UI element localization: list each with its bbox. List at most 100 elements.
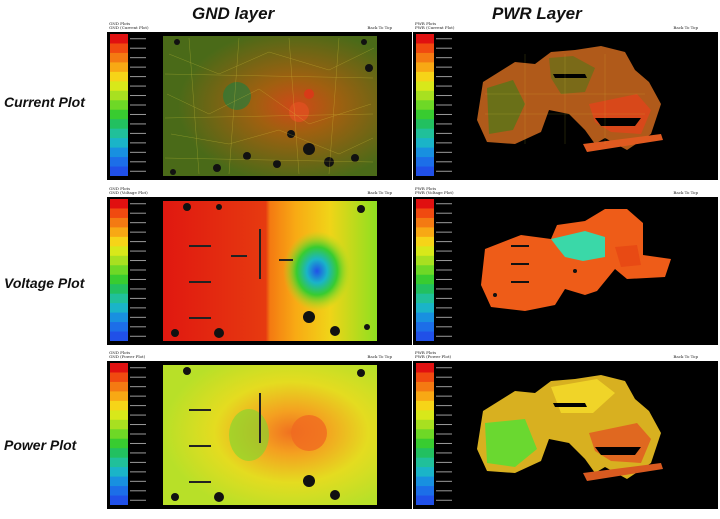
scale-tick xyxy=(436,386,452,388)
plot-area xyxy=(413,361,718,509)
scale-swatch xyxy=(110,467,128,478)
scale-tick xyxy=(130,170,146,172)
scale-tick xyxy=(130,142,146,144)
gnd-voltage-panel: GND Plots GND (Voltage Plot) Back To Top xyxy=(107,186,412,345)
scale-tick xyxy=(130,203,146,205)
scale-tick xyxy=(436,231,452,233)
scale-tick xyxy=(436,424,452,426)
scale-tick xyxy=(436,142,452,144)
gnd-power-panel: GND Plots GND (Power Plot) Back To Top xyxy=(107,350,412,509)
scale-swatch xyxy=(110,284,128,295)
scale-swatch xyxy=(416,363,434,373)
panel-subtitle: PWR (Power Plot) xyxy=(415,354,452,359)
back-to-top-link[interactable]: Back To Top xyxy=(673,190,698,195)
scale-swatch xyxy=(416,199,434,209)
scale-swatch xyxy=(416,208,434,219)
scale-tick xyxy=(436,76,452,78)
scale-swatch xyxy=(416,100,434,111)
scale-tick xyxy=(130,442,146,444)
scale-swatch xyxy=(416,284,434,295)
scale-swatch xyxy=(110,119,128,130)
scale-swatch xyxy=(110,312,128,323)
pwr-current-map xyxy=(477,46,663,152)
scale-swatch xyxy=(416,34,434,44)
scale-tick xyxy=(436,499,452,501)
scale-tick xyxy=(436,113,452,115)
scale-tick xyxy=(436,85,452,87)
scale-swatch xyxy=(416,227,434,238)
scale-swatch xyxy=(110,476,128,487)
scale-swatch xyxy=(110,322,128,333)
scale-swatch xyxy=(110,419,128,430)
scale-tick xyxy=(130,297,146,299)
scale-tick xyxy=(436,269,452,271)
color-scale xyxy=(416,199,434,341)
scale-swatch xyxy=(416,495,434,505)
scale-tick xyxy=(130,433,146,435)
scale-tick xyxy=(436,367,452,369)
panel-title: PWR Plots xyxy=(415,350,437,355)
column-title-pwr: PWR Layer xyxy=(492,4,582,23)
scale-swatch xyxy=(110,109,128,120)
back-to-top-link[interactable]: Back To Top xyxy=(673,354,698,359)
scale-swatch xyxy=(416,303,434,314)
back-to-top-link[interactable]: Back To Top xyxy=(673,25,698,30)
scale-tick xyxy=(130,452,146,454)
scale-swatch xyxy=(416,274,434,285)
color-scale xyxy=(110,363,128,505)
scale-tick xyxy=(436,95,452,97)
plot-area xyxy=(107,32,412,180)
scale-tick xyxy=(436,151,452,153)
scale-tick xyxy=(130,132,146,134)
panel-subtitle: GND (Voltage Plot) xyxy=(109,190,148,195)
back-to-top-link[interactable]: Back To Top xyxy=(367,25,392,30)
scale-tick xyxy=(130,57,146,59)
panel-subtitle: PWR (Voltage Plot) xyxy=(415,190,454,195)
scale-tick xyxy=(436,297,452,299)
scale-tick xyxy=(130,250,146,252)
scale-swatch xyxy=(416,128,434,139)
scale-tick xyxy=(130,269,146,271)
scale-tick xyxy=(436,57,452,59)
panel-subtitle: PWR (Current Plot) xyxy=(415,25,455,30)
scale-swatch xyxy=(416,265,434,276)
scale-swatch xyxy=(110,34,128,44)
scale-tick xyxy=(436,260,452,262)
scale-swatch xyxy=(110,246,128,257)
scale-tick xyxy=(130,424,146,426)
scale-tick xyxy=(436,414,452,416)
scale-swatch xyxy=(416,138,434,149)
scale-swatch xyxy=(416,119,434,130)
scale-tick xyxy=(436,241,452,243)
scale-tick xyxy=(130,123,146,125)
scale-tick xyxy=(436,433,452,435)
pwr-current-panel: PWR Plots PWR (Current Plot) Back To Top xyxy=(413,21,718,180)
scale-swatch xyxy=(110,410,128,421)
scale-tick xyxy=(436,326,452,328)
scale-tick xyxy=(436,278,452,280)
scale-swatch xyxy=(416,476,434,487)
scale-swatch xyxy=(416,52,434,63)
scale-tick xyxy=(130,405,146,407)
scale-tick xyxy=(130,335,146,337)
scale-swatch xyxy=(416,43,434,54)
scale-tick xyxy=(436,442,452,444)
plot-area xyxy=(413,197,718,345)
scale-tick xyxy=(130,395,146,397)
scale-tick xyxy=(436,471,452,473)
panel-subtitle: GND (Current Plot) xyxy=(109,25,149,30)
scale-tick xyxy=(436,66,452,68)
scale-swatch xyxy=(110,391,128,402)
scale-tick xyxy=(436,461,452,463)
scale-tick xyxy=(436,405,452,407)
scale-swatch xyxy=(416,331,434,341)
scale-swatch xyxy=(110,208,128,219)
scale-tick xyxy=(436,38,452,40)
scale-swatch xyxy=(416,381,434,392)
scale-swatch xyxy=(110,438,128,449)
back-to-top-link[interactable]: Back To Top xyxy=(367,354,392,359)
back-to-top-link[interactable]: Back To Top xyxy=(367,190,392,195)
plot-area xyxy=(107,197,412,345)
panel-title: GND Plots xyxy=(109,21,131,26)
scale-tick xyxy=(130,231,146,233)
